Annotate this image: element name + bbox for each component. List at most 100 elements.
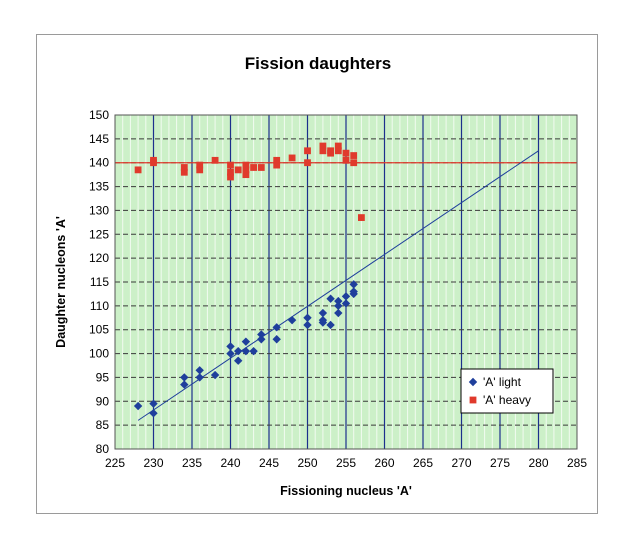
y-axis-title: Daughter nucleons 'A'	[54, 216, 68, 348]
legend: 'A' light 'A' heavy	[460, 368, 554, 414]
light-data-point	[334, 296, 343, 306]
light-data-point	[326, 320, 335, 330]
x-tick-label: 230	[143, 456, 163, 470]
light-data-point	[180, 380, 189, 389]
x-tick-label: 235	[182, 456, 202, 470]
light-data-point	[326, 294, 335, 303]
heavy-data-point	[350, 159, 358, 167]
y-tick-label: 85	[96, 418, 110, 432]
y-tick-label: 125	[89, 227, 109, 241]
legend-heavy-label: 'A' heavy	[483, 393, 531, 407]
heavy-data-point	[150, 159, 157, 167]
x-tick-label: 245	[259, 456, 279, 470]
heavy-data-point	[288, 154, 296, 162]
light-data-point	[334, 301, 343, 311]
light-data-point	[241, 346, 251, 356]
light-data-point	[234, 356, 243, 365]
chart-frame: Fission daughters 225 230 235 240 245 250 255 2…	[36, 34, 598, 514]
light-data-point	[257, 330, 266, 339]
x-tick-label: 275	[490, 456, 510, 470]
x-tick-label: 265	[413, 456, 433, 470]
heavy-data-point	[250, 164, 257, 171]
y-tick-label: 110	[90, 299, 109, 313]
heavy-data-point	[227, 161, 234, 169]
heavy-data-point	[196, 161, 204, 169]
heavy-data-point	[227, 168, 234, 176]
heavy-data-point	[350, 152, 358, 159]
light-data-point	[272, 323, 281, 332]
light-data-point	[341, 292, 351, 301]
heavy-data-point	[242, 171, 250, 179]
heavy-data-point	[342, 156, 350, 164]
x-tick-label: 270	[451, 456, 471, 470]
light-data-point	[303, 313, 312, 322]
x-tick-label: 285	[567, 456, 587, 470]
legend-box	[460, 368, 554, 414]
light-data-point	[180, 373, 189, 382]
y-tick-label: 145	[89, 132, 109, 146]
y-tick-label: 130	[89, 203, 109, 217]
heavy-data-point	[242, 166, 250, 174]
x-tick-label: 240	[220, 456, 240, 470]
x-axis-title: Fissioning nucleus 'A'	[280, 484, 412, 498]
heavy-data-point	[180, 168, 188, 176]
light-data-point	[334, 308, 343, 318]
y-tick-label: 90	[96, 394, 110, 408]
light-data-point	[318, 318, 328, 327]
y-tick-label: 115	[90, 275, 109, 289]
chart-svg: Fission daughters 225 230 235 240 245 250 255 2…	[54, 54, 587, 498]
legend-light-diamond-icon	[468, 377, 478, 387]
light-data-point	[272, 335, 281, 344]
light-data-point	[349, 289, 358, 299]
legend-light-label: 'A' light	[483, 375, 522, 389]
heavy-data-point	[319, 142, 327, 150]
heavy-data-point	[342, 149, 350, 157]
x-tick-label: 255	[336, 456, 356, 470]
light-data-point	[287, 315, 297, 325]
heavy-data-point	[242, 161, 250, 169]
y-tick-label: 150	[89, 108, 109, 122]
heavy-data-point	[334, 147, 342, 155]
light-data-point	[210, 370, 220, 380]
heavy-data-point	[273, 156, 281, 164]
heavy-data-point	[273, 161, 281, 169]
y-tick-labels: 80 85 90 95 100 105 110 115 120 125 130 135 140 145 15…	[89, 108, 109, 456]
heavy-data-point	[211, 156, 219, 164]
heavy-data-point	[134, 166, 142, 174]
light-data-point	[195, 373, 204, 382]
legend-heavy-square-icon	[469, 396, 477, 404]
light-data-point	[249, 346, 258, 356]
y-tick-label: 100	[89, 347, 109, 361]
y-tick-label: 95	[96, 370, 110, 384]
heavy-data-point	[327, 149, 334, 157]
heavy-data-point	[334, 142, 342, 150]
x-tick-label: 250	[297, 456, 317, 470]
x-tick-label: 225	[105, 456, 125, 470]
heavy-data-point	[257, 164, 265, 171]
y-tick-label: 80	[96, 442, 110, 456]
y-tick-label: 135	[89, 180, 109, 194]
light-data-point	[257, 335, 266, 344]
light-data-point	[341, 299, 351, 308]
heavy-data-point	[319, 147, 327, 155]
y-tick-label: 120	[89, 251, 109, 265]
light-data-point	[318, 308, 328, 318]
light-data-point	[226, 342, 235, 351]
trend-line	[137, 150, 539, 421]
y-tick-label: 105	[89, 323, 109, 337]
y-tick-label: 140	[89, 156, 109, 170]
x-tick-label: 280	[528, 456, 548, 470]
plot-border	[114, 114, 578, 450]
light-data-point	[133, 401, 143, 411]
heavy-data-point	[304, 159, 311, 167]
light-data-point	[226, 349, 235, 358]
chart-title: Fission daughters	[245, 54, 391, 73]
heavy-data-point	[180, 164, 188, 171]
heavy-data-point	[227, 173, 234, 181]
light-data-point	[195, 366, 204, 375]
light-data-point	[234, 346, 243, 356]
light-data-point	[241, 337, 251, 346]
data-points	[133, 142, 365, 418]
heavy-data-point	[358, 214, 365, 221]
x-tick-label: 260	[374, 456, 394, 470]
